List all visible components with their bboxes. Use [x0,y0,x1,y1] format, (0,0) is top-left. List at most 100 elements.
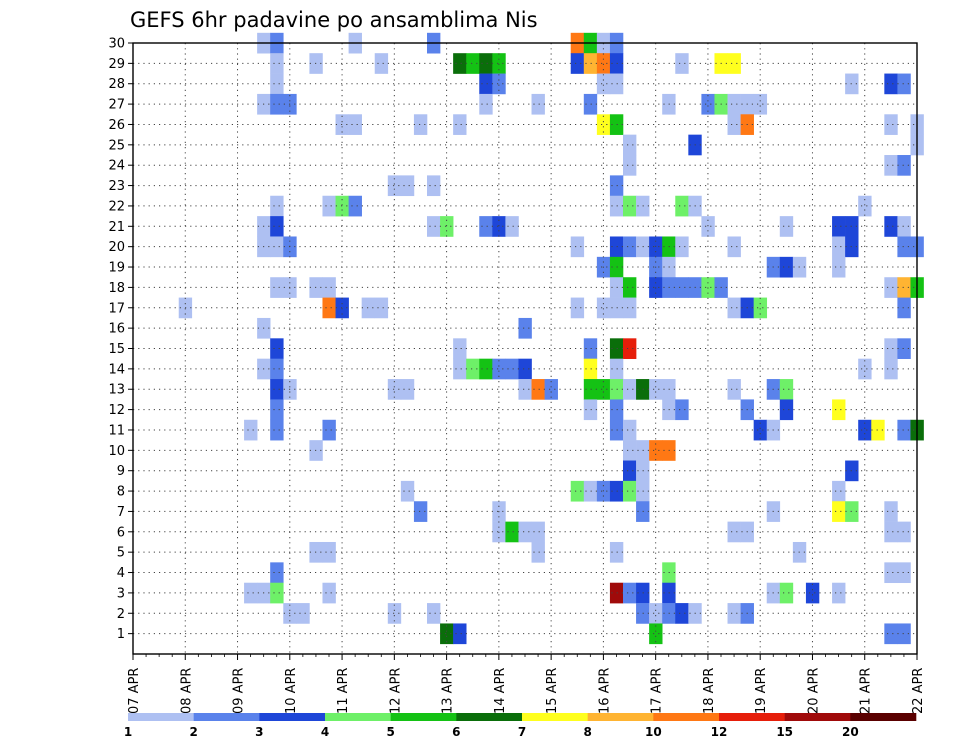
legend-swatch [128,713,194,721]
heatmap-cell [400,480,415,502]
heatmap-cell [753,93,768,115]
heatmap-cell [779,399,794,421]
heatmap-cell [453,358,467,380]
heatmap-cell [897,155,911,176]
heatmap-cell [779,216,794,237]
x-tick-label: 11 APR [336,668,351,714]
heatmap-cell [570,53,585,74]
heatmap-cell [727,114,741,135]
heatmap-cell [348,195,362,217]
y-tick-label: 28 [108,77,125,92]
heatmap-cell [623,277,637,298]
heatmap-cell [858,358,872,380]
heatmap-cell [623,297,637,319]
heatmap-cell [701,93,715,115]
heatmap-cell [623,338,637,359]
heatmap-cell [570,297,585,319]
y-tick-label: 27 [108,98,125,113]
heatmap-cell [531,93,545,115]
heatmap-cell [649,603,663,624]
heatmap-cell [270,562,284,584]
heatmap-cell [884,521,898,543]
heatmap-cell [322,541,336,563]
y-tick-label: 23 [108,179,125,194]
heatmap-cell [727,379,741,400]
heatmap-cell [492,216,506,237]
legend-label: 6 [452,725,460,739]
heatmap-cell [466,53,480,74]
heatmap-cell [897,297,911,319]
heatmap-cell [845,460,859,482]
heatmap-cell [322,419,336,441]
y-tick-label: 25 [108,138,125,153]
legend-swatch [587,713,654,721]
legend-label: 8 [583,725,591,739]
x-tick-label: 20 APR [807,668,822,714]
heatmap-cell [779,256,794,278]
heatmap-cell [596,73,611,95]
heatmap-cell [479,93,493,115]
x-axis: 07 APR 08 APR 09 APR 10 APR 11 APR 12 APR 13 A… [127,654,926,714]
legend-label: 10 [645,725,662,739]
heatmap-cell [427,216,441,237]
heatmap-cell [845,73,859,95]
x-tick-label: 12 APR [388,668,403,714]
heatmap-cell [701,216,715,237]
heatmap-cell [335,195,349,217]
x-tick-label: 07 APR [127,668,142,714]
heatmap-cell [623,134,637,156]
heatmap-cell [322,195,336,217]
y-tick-label: 14 [108,362,125,377]
heatmap-cell [897,623,911,645]
heatmap-cell [492,53,506,74]
y-tick-label: 12 [108,403,125,418]
heatmap-cell [832,236,846,258]
heatmap-cell [583,480,598,502]
heatmap-cell [884,501,898,522]
y-tick-label: 16 [108,322,125,337]
heatmap-cell [845,501,859,522]
y-tick-label: 26 [108,118,125,133]
chart-title: GEFS 6hr padavine po ansamblima Nis [130,8,538,32]
heatmap-cell [884,358,898,380]
y-tick-label: 10 [108,444,125,459]
heatmap-cell [858,195,872,217]
y-tick-label: 3 [117,586,125,601]
heatmap-cell [884,277,898,298]
x-tick-label: 10 APR [284,668,299,714]
heatmap-cell [387,175,402,197]
heatmap-cell [779,582,794,604]
heatmap-cell [596,53,611,74]
legend-label: 5 [386,725,394,739]
heatmap-cell [583,358,598,380]
heatmap-cell [596,379,611,400]
heatmap-cell [544,379,558,400]
heatmap-cell [897,338,911,359]
heatmap-cell [453,53,467,74]
heatmap-cell [570,480,585,502]
heatmap-cell [505,358,519,380]
heatmap-cell [427,603,441,624]
heatmap-cell [400,175,415,197]
heatmap-cell [623,379,637,400]
heatmap-cell [623,440,637,461]
y-tick-label: 8 [117,485,125,500]
heatmap-cell [453,623,467,645]
heatmap-cell [623,582,637,604]
heatmap-cell [413,114,428,135]
heatmap-cell [897,419,911,441]
heatmap-cell [479,216,493,237]
y-tick-label: 1 [117,627,125,642]
heatmap-cell [387,379,402,400]
heatmap-cell [270,236,284,258]
x-tick-label: 15 APR [545,668,560,714]
heatmap-cell [518,521,532,543]
heatmap-cell [270,358,284,380]
plot-frame [132,42,918,655]
heatmap-cell [884,562,898,584]
heatmap-cell [453,114,467,135]
heatmap-cell [270,399,284,421]
x-tick-label: 14 APR [493,668,508,714]
heatmap-cell [897,521,911,543]
heatmap-cell [884,114,898,135]
